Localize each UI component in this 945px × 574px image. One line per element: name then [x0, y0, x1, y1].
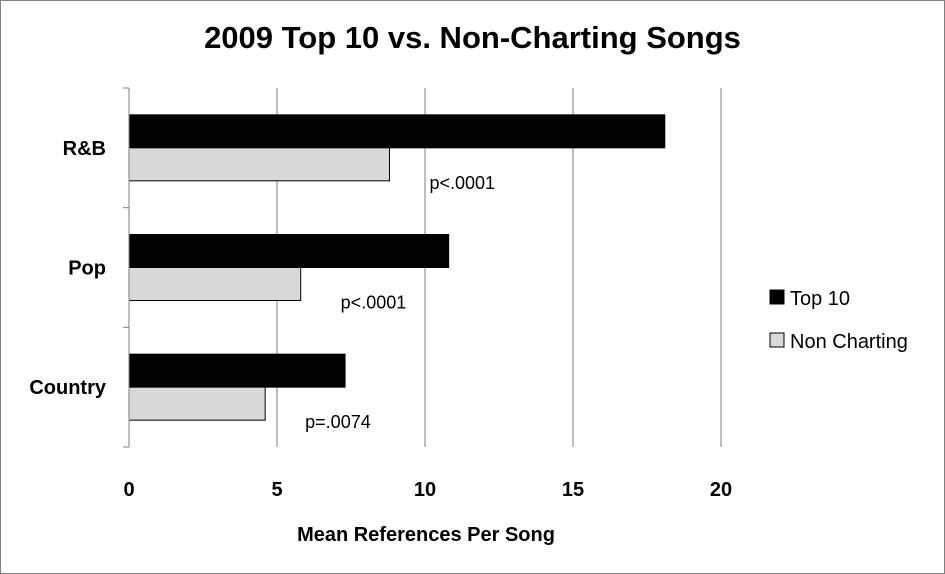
- bar-top-10-country: [128, 353, 346, 388]
- x-axis-title: Mean References Per Song: [297, 524, 555, 546]
- x-tick-label-0: 0: [123, 479, 134, 501]
- bar-non-charting-r-b: [128, 147, 390, 182]
- legend-swatch-non-charting: [769, 332, 785, 348]
- bar-non-charting-pop: [128, 267, 302, 301]
- legend-label-non-charting: Non Charting: [790, 331, 908, 353]
- p-value-annotation-country: p=.0074: [305, 412, 371, 432]
- bar-top-10-r-b: [128, 114, 666, 149]
- chart-title: 2009 Top 10 vs. Non-Charting Songs: [204, 20, 741, 55]
- legend-swatch-top-10: [769, 289, 785, 305]
- p-value-annotation-pop: p<.0001: [341, 293, 407, 313]
- x-tick-label-5: 5: [271, 479, 282, 501]
- category-label-pop: Pop: [68, 258, 106, 280]
- labels: 0 5 10 15 20 R&B p<.0001 Pop p<.0001 Country p=.00…: [29, 138, 732, 501]
- bar-non-charting-country: [128, 386, 266, 421]
- x-tick-label-20: 20: [710, 479, 732, 501]
- legend-label-top-10: Top 10: [790, 288, 850, 310]
- axes: [123, 87, 130, 448]
- category-label-r-b: R&B: [63, 138, 106, 160]
- bar-top-10-pop: [128, 234, 450, 268]
- bars: [128, 114, 666, 421]
- x-tick-label-15: 15: [562, 479, 584, 501]
- legend: Top 10 Non Charting: [769, 288, 908, 353]
- category-label-country: Country: [29, 377, 107, 399]
- p-value-annotation-r-b: p<.0001: [429, 173, 495, 193]
- x-tick-label-10: 10: [414, 479, 436, 501]
